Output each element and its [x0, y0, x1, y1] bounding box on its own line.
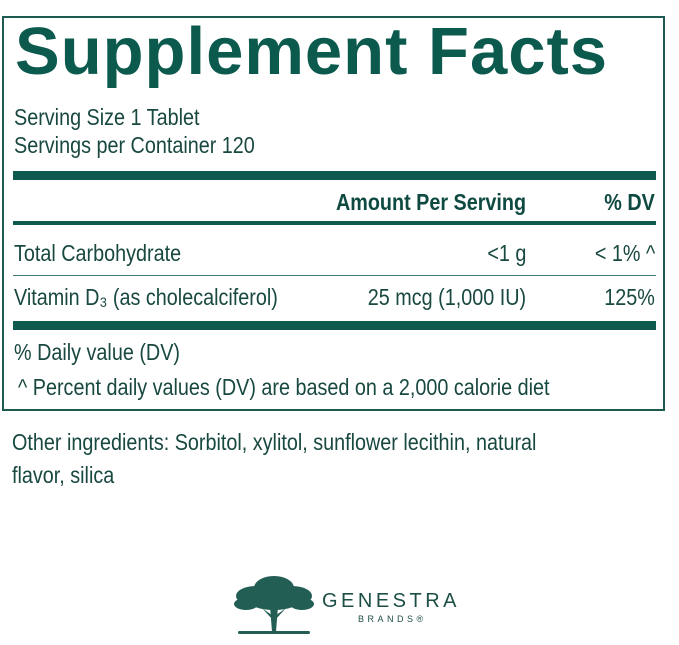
- brand-name: GENESTRA: [322, 590, 461, 612]
- thick-divider: [13, 321, 656, 330]
- dv-footnote: % Daily value (DV): [14, 339, 180, 365]
- nutrient-amount: 25 mcg (1,000 IU): [367, 284, 526, 310]
- brand-sub: BRANDS®: [358, 614, 427, 624]
- tree-icon: [232, 570, 316, 645]
- serving-size: Serving Size 1 Tablet: [14, 104, 200, 130]
- header-divider: [13, 221, 656, 225]
- other-ingredients-line1: Other ingredients: Sorbitol, xylitol, su…: [12, 429, 537, 455]
- calorie-footnote: ^ Percent daily values (DV) are based on…: [18, 374, 550, 400]
- nutrient-name: Vitamin D₃ (as cholecalciferol): [14, 284, 278, 310]
- nutrient-dv: < 1% ^: [594, 240, 655, 266]
- nutrient-dv: 125%: [604, 284, 655, 310]
- other-ingredients-line2: flavor, silica: [12, 462, 115, 488]
- supplement-facts-panel: [2, 16, 665, 411]
- row-divider: [13, 275, 656, 276]
- panel-title: Supplement Facts: [15, 14, 609, 89]
- header-dv: % DV: [604, 189, 655, 215]
- header-amount: Amount Per Serving: [335, 189, 526, 215]
- nutrient-name: Total Carbohydrate: [14, 240, 182, 266]
- nutrient-amount: <1 g: [486, 240, 526, 266]
- servings-per-container: Servings per Container 120: [14, 132, 255, 158]
- thick-divider: [13, 171, 656, 180]
